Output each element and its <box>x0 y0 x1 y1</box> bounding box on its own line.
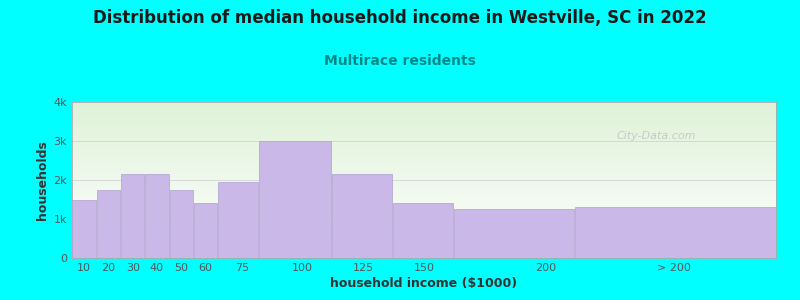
Bar <box>97 190 120 258</box>
Bar <box>575 207 775 258</box>
X-axis label: household income ($1000): household income ($1000) <box>330 277 518 290</box>
Bar <box>146 174 169 258</box>
Text: Distribution of median household income in Westville, SC in 2022: Distribution of median household income … <box>93 9 707 27</box>
Bar <box>393 203 453 258</box>
Text: Multirace residents: Multirace residents <box>324 54 476 68</box>
Bar <box>121 174 144 258</box>
Text: City-Data.com: City-Data.com <box>617 131 696 141</box>
Bar <box>73 200 96 258</box>
Bar <box>218 182 258 258</box>
Bar <box>454 209 574 258</box>
Bar <box>332 174 392 258</box>
Bar <box>194 203 217 258</box>
Y-axis label: households: households <box>36 140 50 220</box>
Bar <box>170 190 193 258</box>
Bar <box>259 141 331 258</box>
